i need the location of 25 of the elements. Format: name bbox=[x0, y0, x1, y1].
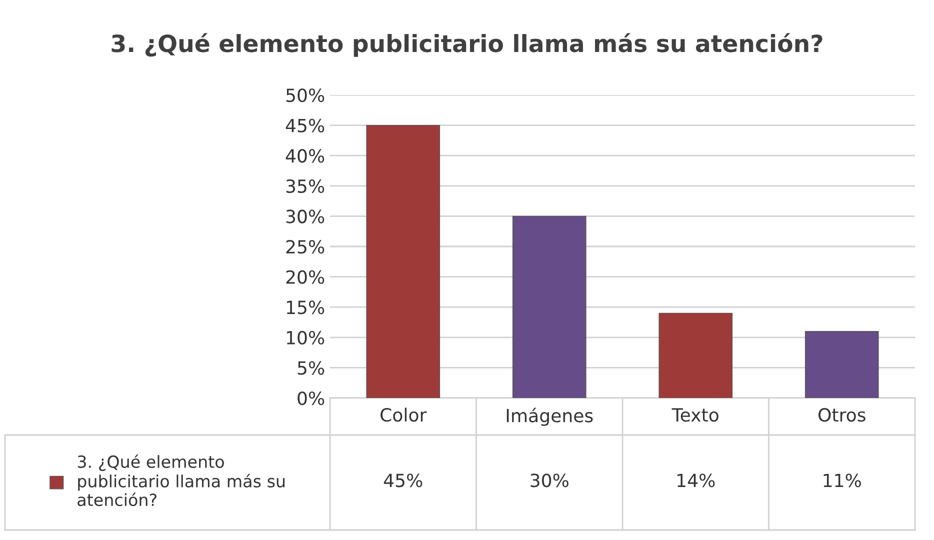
y-tick-label: 30% bbox=[286, 210, 324, 224]
bar bbox=[658, 312, 733, 398]
y-tick-label: 45% bbox=[286, 118, 324, 132]
chart-title: 3. ¿Qué elemento publicitario llama más su atención? bbox=[112, 33, 822, 57]
data-label: 14% bbox=[678, 474, 715, 488]
y-tick-label: 5% bbox=[298, 361, 324, 375]
y-tick-label: 50% bbox=[286, 88, 324, 102]
y-tick-label: 35% bbox=[286, 179, 324, 194]
x-tick-label: Texto bbox=[672, 408, 718, 422]
bar bbox=[512, 216, 586, 398]
y-tick-label: 15% bbox=[286, 300, 324, 314]
legend-label: 3. ¿Qué elemento publicitario llama más su atención? bbox=[78, 454, 285, 506]
x-tick-label: Otros bbox=[818, 408, 866, 422]
data-label: 30% bbox=[530, 474, 568, 488]
data-label: 45% bbox=[384, 474, 422, 488]
y-tick-label: 10% bbox=[286, 330, 324, 345]
bar bbox=[366, 124, 440, 398]
y-tick-label: 40% bbox=[286, 149, 324, 163]
x-tick-label: Color bbox=[380, 408, 427, 422]
y-tick-label: 25% bbox=[286, 240, 324, 254]
data-label: 11% bbox=[824, 474, 861, 488]
y-tick-label: 0% bbox=[298, 391, 324, 406]
x-tick-label: Imágenes bbox=[506, 408, 593, 426]
bar bbox=[804, 330, 879, 398]
y-tick-label: 20% bbox=[286, 270, 324, 284]
